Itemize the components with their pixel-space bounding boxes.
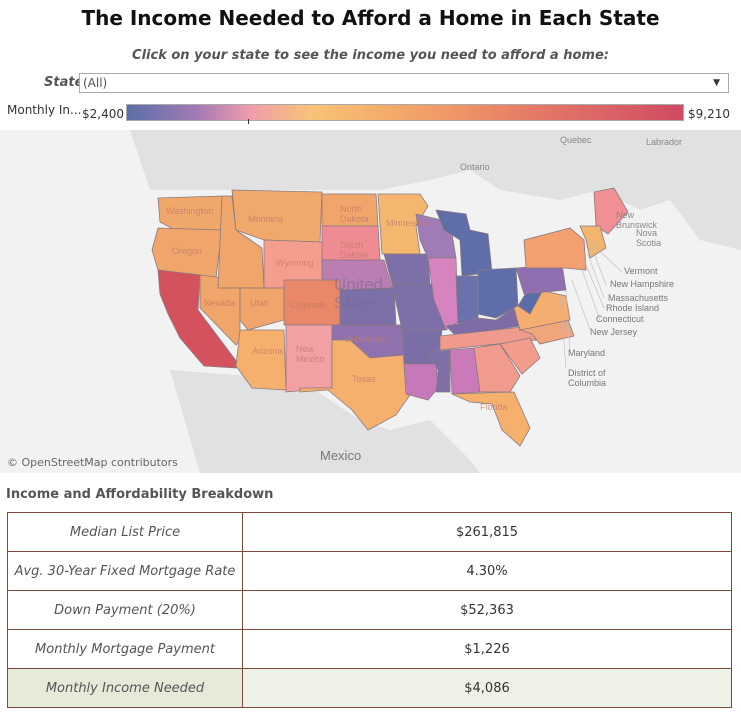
label-florida: Florida [480,402,508,412]
label-new-brunswick: New Brunswick [616,210,658,230]
label-montana: Montana [248,214,283,224]
table-row: Monthly Mortgage Payment $1,226 [7,629,732,669]
page-subtitle: Click on your state to see the income yo… [132,48,609,63]
mexico-landmass [170,370,480,473]
state-new-york[interactable] [523,227,587,271]
label-wyoming: Wyoming [276,258,313,268]
callout-lines [559,241,623,369]
label-massachusetts: Massachusetts [608,293,669,303]
chevron-down-icon: ▼ [713,78,720,88]
row-label-median-list-price: Median List Price [7,512,243,552]
table-row: Median List Price $261,815 [7,512,732,552]
state-tennessee[interactable] [439,325,537,351]
color-legend-bar [126,104,684,121]
label-connecticut: Connecticut [596,314,644,324]
label-nevada: Nevada [204,298,235,308]
table-row: Avg. 30-Year Fixed Mortgage Rate 4.30% [7,551,732,591]
label-utah: Utah [250,298,269,308]
row-value-down-payment: $52,363 [242,590,732,630]
breakdown-title: Income and Affordability Breakdown [6,487,274,502]
state-utah[interactable] [239,287,285,331]
map-attribution: © OpenStreetMap contributors [7,456,178,469]
legend-label: Monthly In... [7,103,82,117]
state-maine[interactable] [593,187,629,235]
state-filter-value: (All) [83,76,108,90]
state-filter-select[interactable]: (All) ▼ [79,73,729,93]
label-united-states: United States [334,275,383,313]
label-labrador: Labrador [646,137,682,147]
state-texas[interactable] [299,339,413,431]
row-value-mortgage-rate: 4.30% [242,551,732,591]
row-label-mortgage-rate: Avg. 30-Year Fixed Mortgage Rate [7,551,243,591]
label-north-dakota: North Dakota [340,204,369,224]
row-label-monthly-payment: Monthly Mortgage Payment [7,629,243,669]
map-svg[interactable]: Washington Oregon Nevada Montana Wyoming… [0,130,741,473]
label-oregon: Oregon [172,246,202,256]
row-value-median-list-price: $261,815 [242,512,732,552]
row-value-income-needed: $4,086 [242,668,732,708]
state-new-england[interactable] [579,225,607,259]
state-indiana[interactable] [455,275,479,325]
state-pennsylvania[interactable] [515,263,567,295]
label-texas: Texas [352,374,376,384]
row-label-income-needed: Monthly Income Needed [7,668,243,708]
legend-tick [248,119,249,124]
state-mississippi[interactable] [427,349,451,393]
row-value-monthly-payment: $1,226 [242,629,732,669]
label-quebec: Quebec [560,135,592,145]
label-district-of-columbia: District of Columbia [568,368,606,388]
label-washington: Washington [166,206,213,216]
page-title: The Income Needed to Afford a Home in Ea… [81,6,660,30]
label-new-mexico: New Mexico [296,344,325,364]
state-idaho[interactable] [217,195,265,289]
state-iowa[interactable] [383,253,431,285]
canada-landmass [130,130,741,250]
label-south-dakota: South Dakota [340,240,369,260]
label-rhode-island: Rhode Island [606,303,659,313]
table-row: Monthly Income Needed $4,086 [7,668,732,708]
label-new-hampshire: New Hampshire [610,279,674,289]
breakdown-table: Median List Price $261,815 Avg. 30-Year … [7,512,732,708]
label-maryland: Maryland [568,348,605,358]
legend-min-value: $2,400 [82,107,124,121]
legend-max-value: $9,210 [688,107,730,121]
row-label-down-payment: Down Payment (20%) [7,590,243,630]
state-south-carolina[interactable] [499,337,541,375]
label-colorado: Colorado [290,300,327,310]
label-minnesota: Minnesota [386,218,428,228]
state-louisiana[interactable] [403,363,439,401]
label-ontario: Ontario [460,162,490,172]
state-california[interactable] [157,269,241,369]
table-row: Down Payment (20%) $52,363 [7,590,732,630]
label-mexico: Mexico [320,448,361,463]
label-nova-scotia: Nova Scotia [636,228,661,248]
state-ohio[interactable] [477,267,519,319]
state-minnesota[interactable] [377,193,429,255]
state-arizona[interactable] [235,329,287,391]
label-new-jersey: New Jersey [590,327,638,337]
label-oklahoma: Oklahoma [344,334,385,344]
state-georgia[interactable] [473,343,521,393]
choropleth-map[interactable]: Washington Oregon Nevada Montana Wyoming… [0,130,741,473]
state-filter-label: State: [44,75,89,90]
label-vermont: Vermont [624,266,658,276]
label-arizona: Arizona [252,346,283,356]
state-florida[interactable] [451,391,531,447]
